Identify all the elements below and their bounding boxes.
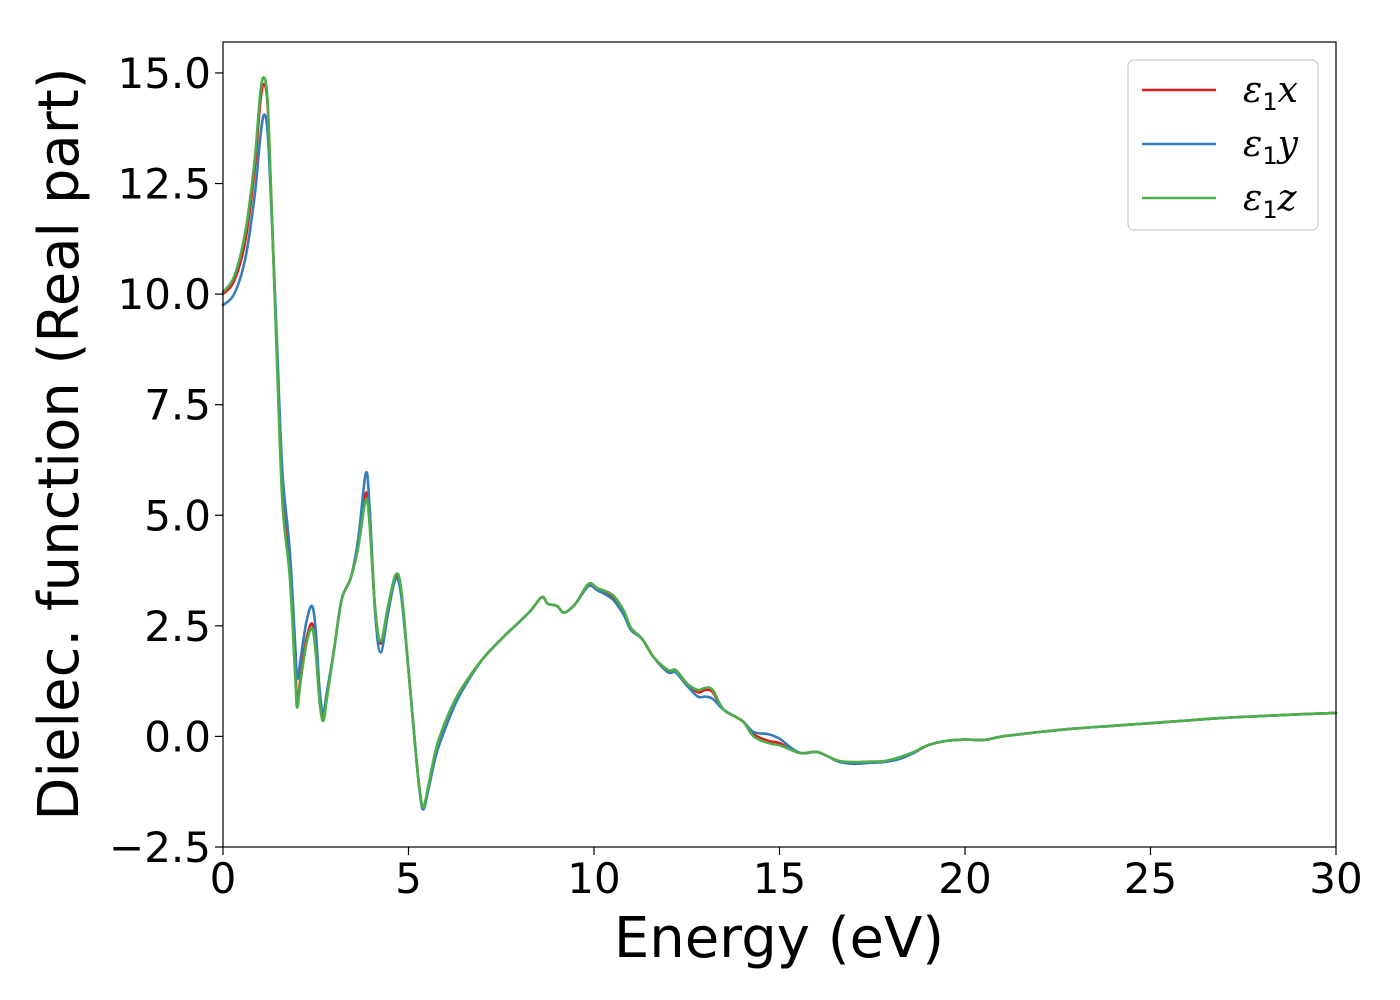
legend-label-y: ε1y <box>1243 124 1299 170</box>
x-tick-label: 5 <box>395 854 422 903</box>
y-tick-label: 0.0 <box>144 712 211 761</box>
x-tick-label: 15 <box>753 854 806 903</box>
plot-lines <box>221 76 1338 811</box>
y-tick-label: 7.5 <box>144 381 211 430</box>
x-tick-label: 30 <box>1309 854 1362 903</box>
x-tick-label: 0 <box>210 854 237 903</box>
legend-label-x: ε1x <box>1243 70 1298 116</box>
y-tick-label: 12.5 <box>117 160 211 209</box>
x-tick-label: 20 <box>938 854 991 903</box>
legend: ε1x ε1y ε1z <box>1127 59 1319 231</box>
y-tick-label: 5.0 <box>144 491 211 540</box>
y-axis-ticks: −2.5 0.0 2.5 5.0 7.5 10.0 12.5 15.0 <box>109 49 223 872</box>
y-tick-label: 10.0 <box>117 270 211 319</box>
x-tick-label: 10 <box>567 854 620 903</box>
y-tick-label: 2.5 <box>144 602 211 651</box>
y-tick-label: 15.0 <box>117 49 211 98</box>
legend-frame <box>1127 59 1319 231</box>
y-tick-label: −2.5 <box>109 823 211 872</box>
legend-entries: ε1x ε1y ε1z <box>1142 70 1299 224</box>
series-line-z <box>221 76 1338 809</box>
x-axis-label: Energy (eV) <box>614 906 944 971</box>
x-tick-label: 25 <box>1124 854 1177 903</box>
x-axis-ticks: 0 5 10 15 20 25 30 <box>210 847 1363 903</box>
legend-label-z: ε1z <box>1243 178 1298 224</box>
y-axis-label: Dielec. function (Real part) <box>27 67 92 820</box>
